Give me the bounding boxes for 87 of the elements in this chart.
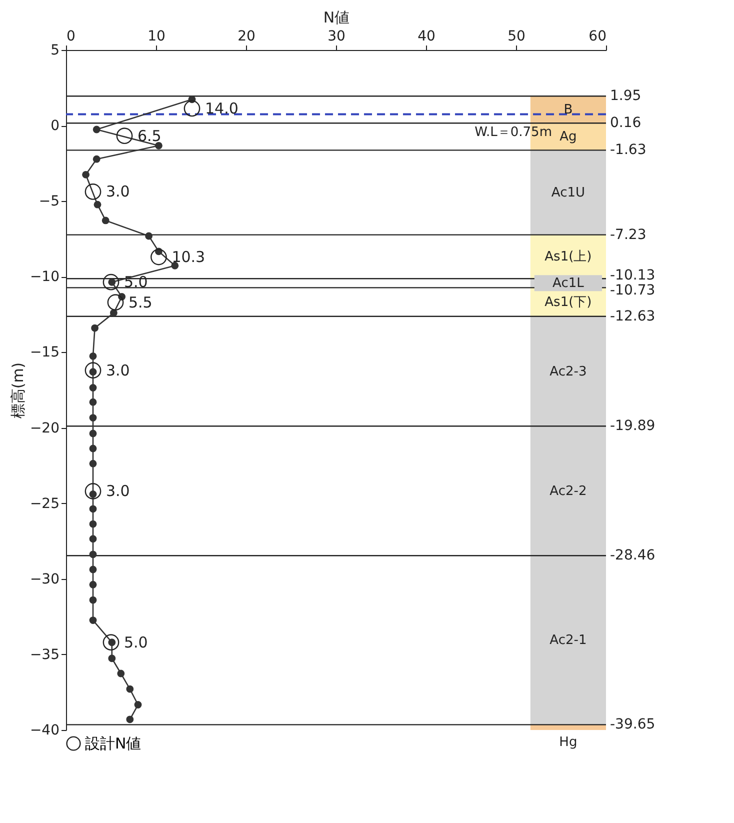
point	[107, 294, 124, 311]
point	[89, 460, 97, 468]
ref-line-label: -7.23	[610, 226, 646, 243]
point	[89, 520, 97, 528]
band-label: Ac1L	[552, 276, 585, 292]
point	[94, 200, 102, 208]
legend-label: 設計N値	[85, 734, 142, 752]
x-tick-label: 60	[588, 28, 606, 44]
band-label: B	[564, 102, 573, 118]
point	[89, 398, 97, 406]
ref-line-label: -1.63	[610, 142, 646, 158]
y-tick-label: −40	[30, 722, 60, 738]
point	[89, 505, 97, 513]
point	[150, 248, 167, 266]
x-tick-label: 40	[418, 28, 436, 44]
point	[134, 701, 142, 708]
band-label: Ac2-1	[550, 633, 587, 648]
ref-line-label: -19.89	[610, 418, 656, 434]
x-tick-label: 20	[238, 28, 256, 44]
y-tick-label: −25	[30, 496, 60, 512]
band-label: Ac2-3	[550, 364, 587, 380]
annotation: 5.0	[124, 633, 148, 652]
band-label: Ac2-2	[550, 484, 587, 499]
point	[102, 274, 120, 290]
y-tick-label: −5	[38, 194, 60, 210]
point	[92, 126, 100, 134]
ref-line-label: -10.73	[610, 282, 656, 299]
point	[89, 352, 97, 360]
annotation: 14.0	[205, 99, 238, 118]
point	[84, 184, 102, 200]
ref-line-label: W.L＝0.75m	[474, 125, 552, 140]
y-tick-label: 0	[50, 118, 60, 134]
band-label: Ag	[560, 130, 577, 145]
ref-line-label: -39.65	[610, 716, 656, 733]
point	[171, 262, 179, 270]
point	[89, 444, 97, 452]
point	[82, 170, 90, 178]
x-tick-label: 10	[148, 28, 166, 44]
y-tick-label: −20	[30, 420, 60, 436]
band-label: As1(下)	[544, 295, 592, 310]
ref-line-label: -10.13	[610, 268, 656, 284]
annotation: 3.0	[106, 361, 130, 380]
y-tick-label: 5	[50, 42, 60, 58]
point	[89, 596, 97, 604]
x-tick-label: 50	[508, 28, 526, 44]
point	[89, 430, 97, 438]
point	[89, 535, 97, 543]
y-axis-title: 標高(m)	[8, 362, 27, 419]
point	[126, 685, 134, 693]
point	[116, 128, 133, 144]
point	[126, 716, 134, 724]
point	[89, 384, 97, 392]
point	[89, 616, 97, 624]
annotation: 5.5	[128, 293, 152, 312]
point	[84, 362, 102, 379]
annotation: 3.0	[106, 182, 130, 201]
y-tick-label: −35	[30, 646, 60, 663]
point	[117, 670, 125, 678]
point	[89, 414, 97, 422]
point	[92, 155, 100, 163]
y-tick-label: −30	[30, 571, 60, 588]
band-label: Hg	[559, 735, 578, 750]
point	[89, 566, 97, 574]
ref-line-label: -28.46	[610, 548, 656, 564]
point	[102, 216, 110, 224]
point	[145, 232, 153, 240]
x-axis-title: N値	[323, 8, 350, 26]
ref-line-label: -12.63	[610, 308, 656, 324]
annotation: 6.5	[138, 126, 162, 145]
x-tick-label: 0	[66, 28, 76, 44]
annotation: 10.3	[172, 248, 206, 266]
point	[89, 580, 97, 588]
point	[84, 483, 102, 500]
x-tick-label: 30	[328, 28, 346, 44]
point	[91, 324, 99, 332]
point	[184, 100, 200, 117]
point	[102, 634, 120, 651]
annotation: 3.0	[106, 482, 130, 500]
point	[154, 142, 162, 150]
band-label: Ac1U	[551, 186, 586, 200]
y-tick-label: −15	[30, 344, 60, 361]
point	[89, 550, 97, 558]
band-label: As1(上)	[544, 250, 592, 265]
point	[108, 654, 116, 662]
y-tick-label: −10	[30, 269, 60, 286]
ref-line-label: 1.95	[610, 88, 642, 104]
ref-line-label: 0.16	[610, 115, 642, 132]
